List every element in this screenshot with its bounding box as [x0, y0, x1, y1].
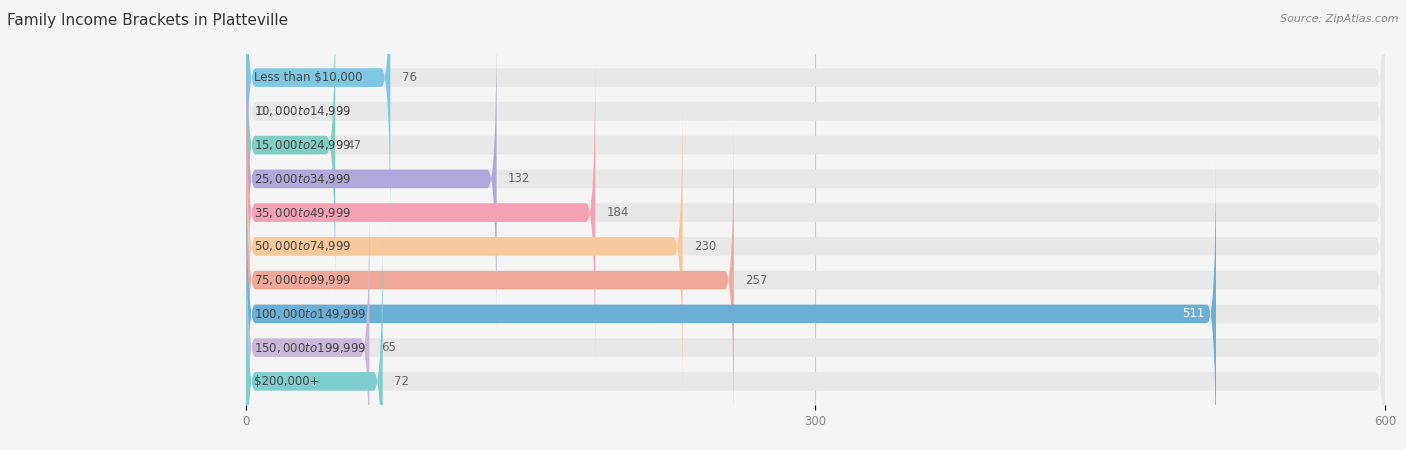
FancyBboxPatch shape: [246, 57, 1385, 369]
Text: $35,000 to $49,999: $35,000 to $49,999: [253, 206, 352, 220]
FancyBboxPatch shape: [246, 225, 1385, 450]
FancyBboxPatch shape: [246, 0, 1385, 267]
Text: $25,000 to $34,999: $25,000 to $34,999: [253, 172, 352, 186]
FancyBboxPatch shape: [246, 124, 1385, 436]
FancyBboxPatch shape: [246, 0, 1385, 301]
Text: $10,000 to $14,999: $10,000 to $14,999: [253, 104, 352, 118]
Text: 184: 184: [607, 206, 628, 219]
FancyBboxPatch shape: [246, 158, 1216, 450]
FancyBboxPatch shape: [246, 90, 683, 402]
Text: $50,000 to $74,999: $50,000 to $74,999: [253, 239, 352, 253]
Text: $200,000+: $200,000+: [253, 375, 319, 388]
Text: 47: 47: [347, 139, 361, 152]
FancyBboxPatch shape: [246, 23, 496, 335]
Text: 511: 511: [1182, 307, 1205, 320]
Text: $75,000 to $99,999: $75,000 to $99,999: [253, 273, 352, 287]
Text: Family Income Brackets in Platteville: Family Income Brackets in Platteville: [7, 14, 288, 28]
FancyBboxPatch shape: [246, 124, 734, 436]
Text: $150,000 to $199,999: $150,000 to $199,999: [253, 341, 366, 355]
FancyBboxPatch shape: [246, 0, 391, 234]
Text: $15,000 to $24,999: $15,000 to $24,999: [253, 138, 352, 152]
Text: Less than $10,000: Less than $10,000: [253, 71, 363, 84]
Text: 65: 65: [381, 341, 395, 354]
Text: $100,000 to $149,999: $100,000 to $149,999: [253, 307, 366, 321]
FancyBboxPatch shape: [246, 225, 382, 450]
FancyBboxPatch shape: [246, 57, 595, 369]
FancyBboxPatch shape: [246, 0, 335, 301]
FancyBboxPatch shape: [246, 23, 1385, 335]
Text: 72: 72: [394, 375, 409, 388]
Text: Source: ZipAtlas.com: Source: ZipAtlas.com: [1281, 14, 1399, 23]
FancyBboxPatch shape: [246, 0, 1385, 234]
Text: 230: 230: [695, 240, 716, 253]
FancyBboxPatch shape: [246, 158, 1385, 450]
Text: 257: 257: [745, 274, 768, 287]
Text: 76: 76: [402, 71, 416, 84]
FancyBboxPatch shape: [246, 90, 1385, 402]
FancyBboxPatch shape: [246, 192, 1385, 450]
FancyBboxPatch shape: [246, 192, 370, 450]
Text: 132: 132: [508, 172, 530, 185]
Text: 0: 0: [257, 105, 264, 118]
